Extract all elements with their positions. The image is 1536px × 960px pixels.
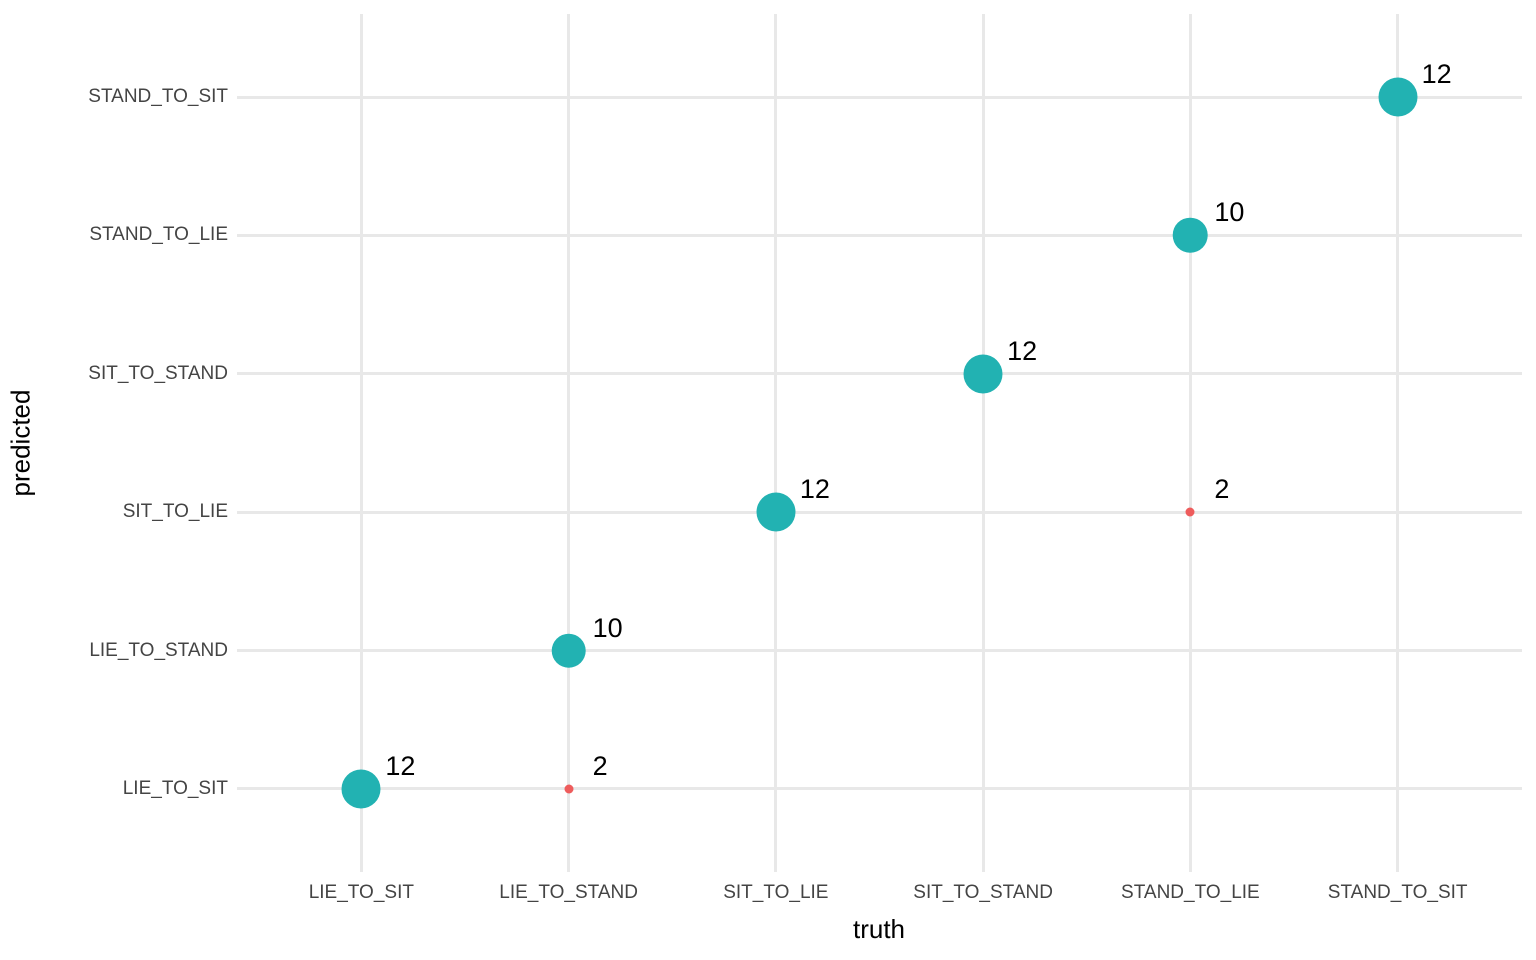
major-gridline-horizontal bbox=[237, 649, 1522, 653]
count-label: 2 bbox=[592, 750, 608, 781]
data-point-correct bbox=[963, 354, 1003, 394]
major-gridline-horizontal bbox=[237, 95, 1522, 99]
x-axis-tick-label: LIE_TO_STAND bbox=[499, 882, 638, 903]
y-axis-tick-label: SIT_TO_STAND bbox=[88, 362, 228, 384]
count-label: 12 bbox=[1421, 59, 1452, 90]
data-point-correct bbox=[756, 492, 796, 532]
data-point-correct bbox=[1173, 218, 1208, 253]
major-gridline-vertical bbox=[567, 14, 571, 872]
count-label: 12 bbox=[1007, 335, 1038, 366]
count-label: 12 bbox=[385, 750, 416, 781]
major-gridline-vertical bbox=[774, 14, 778, 872]
y-axis-title: predicted bbox=[5, 389, 36, 497]
major-gridline-vertical bbox=[981, 14, 985, 872]
x-axis-tick-label: SIT_TO_LIE bbox=[723, 882, 829, 903]
plot-panel: 12 2 10 12 12 2 10 12 bbox=[237, 14, 1522, 872]
x-axis-tick-label: LIE_TO_SIT bbox=[308, 882, 414, 903]
major-gridline-horizontal bbox=[237, 233, 1522, 237]
data-point-incorrect bbox=[1185, 507, 1195, 517]
data-point-correct bbox=[1378, 77, 1418, 117]
data-point-correct bbox=[341, 769, 381, 809]
count-label: 2 bbox=[1214, 474, 1230, 505]
count-label: 10 bbox=[592, 612, 623, 643]
data-point-correct bbox=[551, 633, 586, 668]
y-axis-tick-label: LIE_TO_STAND bbox=[89, 639, 228, 661]
y-axis-tick-label: LIE_TO_SIT bbox=[122, 777, 228, 799]
data-point-incorrect bbox=[564, 784, 574, 794]
y-axis-tick-label: SIT_TO_LIE bbox=[122, 501, 228, 523]
count-label: 10 bbox=[1214, 197, 1245, 228]
y-axis-tick-label: STAND_TO_LIE bbox=[89, 224, 228, 246]
y-axis-tick-label: STAND_TO_SIT bbox=[88, 86, 228, 108]
major-gridline-horizontal bbox=[237, 510, 1522, 514]
major-gridline-vertical bbox=[1396, 14, 1400, 872]
major-gridline-horizontal bbox=[237, 787, 1522, 791]
major-gridline-horizontal bbox=[237, 372, 1522, 376]
x-axis-tick-label: STAND_TO_LIE bbox=[1121, 882, 1260, 903]
x-axis-tick-label: STAND_TO_SIT bbox=[1327, 882, 1468, 903]
major-gridline-vertical bbox=[359, 14, 363, 872]
major-gridline-vertical bbox=[1188, 14, 1192, 872]
x-axis-title: truth bbox=[852, 914, 906, 944]
x-axis-tick-label: SIT_TO_STAND bbox=[913, 882, 1053, 903]
count-label: 12 bbox=[799, 474, 830, 505]
